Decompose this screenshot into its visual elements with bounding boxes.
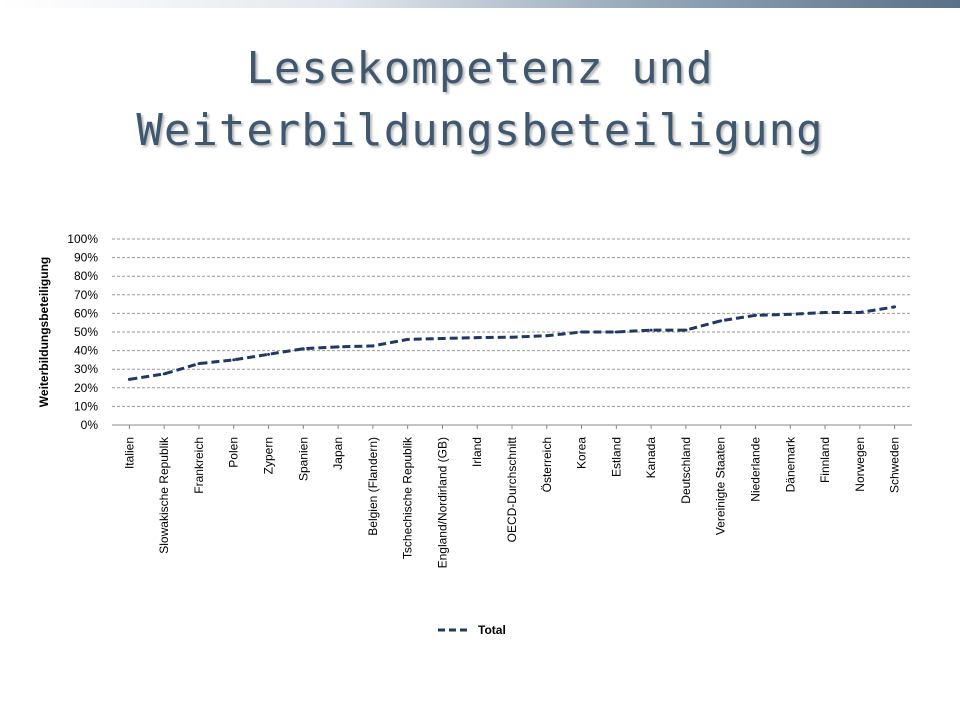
x-tick-label: Polen bbox=[227, 437, 241, 468]
chart-gridlines bbox=[112, 238, 912, 429]
y-tick-label: 70% bbox=[74, 288, 98, 302]
data-point bbox=[127, 377, 131, 381]
y-axis-tick-labels: 0% 10% 20% 30% 40% 50% 60% 70% 80% 90% 100% bbox=[67, 232, 98, 432]
y-tick-label: 90% bbox=[74, 251, 98, 265]
data-point bbox=[684, 328, 688, 332]
x-tick-label: OECD-Durchschnitt bbox=[505, 436, 519, 542]
x-tick-label: Zypern bbox=[262, 437, 276, 474]
x-tick-label: Italien bbox=[122, 437, 136, 469]
x-tick-label: Korea bbox=[575, 437, 589, 469]
data-point bbox=[267, 352, 271, 356]
x-tick-label: Niederlande bbox=[748, 437, 762, 502]
y-tick-label: 60% bbox=[74, 306, 98, 320]
x-tick-label: Belgien (Flandern) bbox=[366, 437, 380, 536]
y-tick-label: 20% bbox=[74, 381, 98, 395]
x-tick-label: Tschechische Republik bbox=[401, 436, 415, 559]
x-tick-label: Kanada bbox=[644, 437, 658, 479]
x-tick-label: Slowakische Republik bbox=[157, 436, 171, 554]
data-point bbox=[858, 310, 862, 314]
data-point bbox=[580, 330, 584, 334]
chart-series bbox=[127, 305, 897, 381]
y-tick-label: 50% bbox=[74, 325, 98, 339]
x-tick-label: Deutschland bbox=[679, 437, 693, 504]
data-point bbox=[232, 358, 236, 362]
x-tick-label: Österreich bbox=[540, 437, 554, 492]
slide-title-line-2: Weiterbildungsbeteiligung bbox=[136, 105, 824, 156]
data-point bbox=[788, 312, 792, 316]
y-tick-label: 80% bbox=[74, 269, 98, 283]
x-tick-label: Estland bbox=[609, 437, 623, 477]
y-tick-label: 100% bbox=[67, 232, 98, 246]
x-tick-label: England/Nordirland (GB) bbox=[435, 437, 449, 568]
data-point bbox=[440, 337, 444, 341]
top-gradient-bar bbox=[0, 0, 960, 8]
x-tick-label: Vereinigte Staaten bbox=[714, 437, 728, 535]
data-point bbox=[301, 347, 305, 351]
data-point bbox=[719, 319, 723, 323]
data-point bbox=[545, 334, 549, 338]
x-tick-label: Spanien bbox=[296, 437, 310, 481]
x-tick-label: Dänemark bbox=[783, 436, 797, 492]
x-tick-label: Finnland bbox=[818, 437, 832, 483]
data-point bbox=[197, 362, 201, 366]
data-point bbox=[649, 328, 653, 332]
data-point bbox=[753, 313, 757, 317]
data-point bbox=[336, 345, 340, 349]
slide-title: Lesekompetenz und Weiterbildungsbeteilig… bbox=[0, 38, 960, 162]
y-tick-label: 30% bbox=[74, 362, 98, 376]
chart-legend: Total bbox=[438, 623, 506, 637]
data-point bbox=[406, 337, 410, 341]
x-tick-label: Frankreich bbox=[192, 437, 206, 494]
data-point bbox=[162, 372, 166, 376]
data-point bbox=[371, 344, 375, 348]
slide-title-line-1: Lesekompetenz und bbox=[246, 43, 714, 94]
x-tick-label: Irland bbox=[470, 437, 484, 467]
y-tick-label: 0% bbox=[81, 418, 99, 432]
x-axis-tick-labels: Italien Slowakische Republik Frankreich Pol… bbox=[122, 436, 901, 568]
data-point bbox=[510, 335, 514, 339]
y-tick-label: 10% bbox=[74, 399, 98, 413]
series-line-0 bbox=[129, 305, 895, 381]
data-point bbox=[823, 310, 827, 314]
x-tick-label: Schweden bbox=[888, 437, 902, 493]
x-tick-label: Japan bbox=[331, 437, 345, 470]
y-tick-label: 40% bbox=[74, 344, 98, 358]
data-point bbox=[475, 336, 479, 340]
x-tick-label: Norwegen bbox=[853, 437, 867, 492]
data-point bbox=[893, 305, 897, 309]
legend-label-total: Total bbox=[478, 623, 506, 637]
y-axis-label: Weiterbildungsbeteiligung bbox=[37, 257, 51, 407]
data-point bbox=[614, 330, 618, 334]
